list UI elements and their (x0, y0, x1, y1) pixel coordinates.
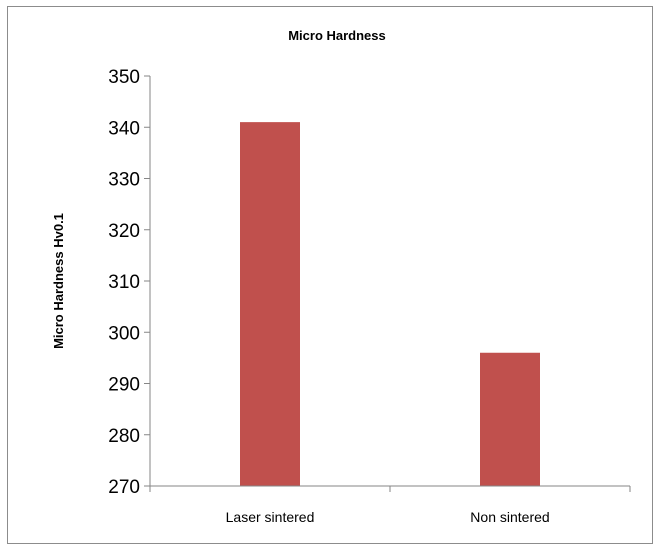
y-tick-label-270: 270 (108, 477, 140, 498)
x-axis-labels: Laser sintered Non sintered (226, 509, 550, 525)
bar-non-sintered (480, 353, 540, 486)
y-tick-label-340: 340 (108, 118, 140, 139)
y-axis-ticks: 270 280 290 300 310 320 330 340 350 (108, 67, 150, 498)
x-tick-label-0: Laser sintered (226, 509, 315, 525)
y-axis-label: Micro Hardness Hv0.1 (51, 213, 66, 349)
y-tick-label-350: 350 (108, 67, 140, 88)
y-tick-label-320: 320 (108, 221, 140, 242)
y-tick-label-280: 280 (108, 426, 140, 447)
y-tick-label-330: 330 (108, 170, 140, 191)
chart-title: Micro Hardness (288, 28, 386, 43)
y-tick-label-310: 310 (108, 272, 140, 293)
axes (150, 76, 630, 492)
bars (240, 122, 540, 486)
y-tick-label-300: 300 (108, 323, 140, 344)
x-tick-label-1: Non sintered (470, 509, 549, 525)
y-tick-label-290: 290 (108, 375, 140, 396)
bar-laser-sintered (240, 122, 300, 486)
